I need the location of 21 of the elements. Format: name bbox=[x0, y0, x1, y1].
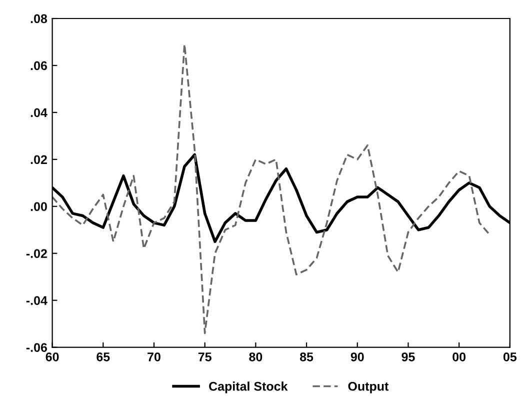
y-tick-label: .00 bbox=[30, 202, 47, 212]
y-tick-label: .06 bbox=[30, 61, 47, 70]
legend-label: Output bbox=[348, 382, 389, 394]
line-series bbox=[52, 43, 490, 334]
x-tick-label: 80 bbox=[249, 352, 262, 362]
y-tick-label: .02 bbox=[30, 155, 47, 164]
legend-label: Capital Stock bbox=[209, 382, 288, 394]
x-tick-label: 75 bbox=[198, 352, 212, 362]
y-tick-label: .08 bbox=[30, 14, 48, 24]
x-tick-label: 00 bbox=[452, 352, 466, 362]
x-tick-label: 90 bbox=[350, 352, 364, 362]
x-tick-label: 65 bbox=[96, 352, 110, 362]
y-tick-label: -.06 bbox=[26, 343, 47, 352]
y-tick-label: .04 bbox=[30, 108, 48, 118]
x-tick-label: 95 bbox=[402, 352, 415, 362]
y-tick-label: -.02 bbox=[26, 249, 47, 258]
y-tick-label: -.04 bbox=[26, 296, 48, 305]
x-tick-label: 05 bbox=[503, 352, 517, 362]
x-tick-label: 85 bbox=[300, 352, 314, 362]
x-tick-label: 70 bbox=[148, 352, 160, 362]
x-tick-label: 60 bbox=[46, 352, 59, 362]
